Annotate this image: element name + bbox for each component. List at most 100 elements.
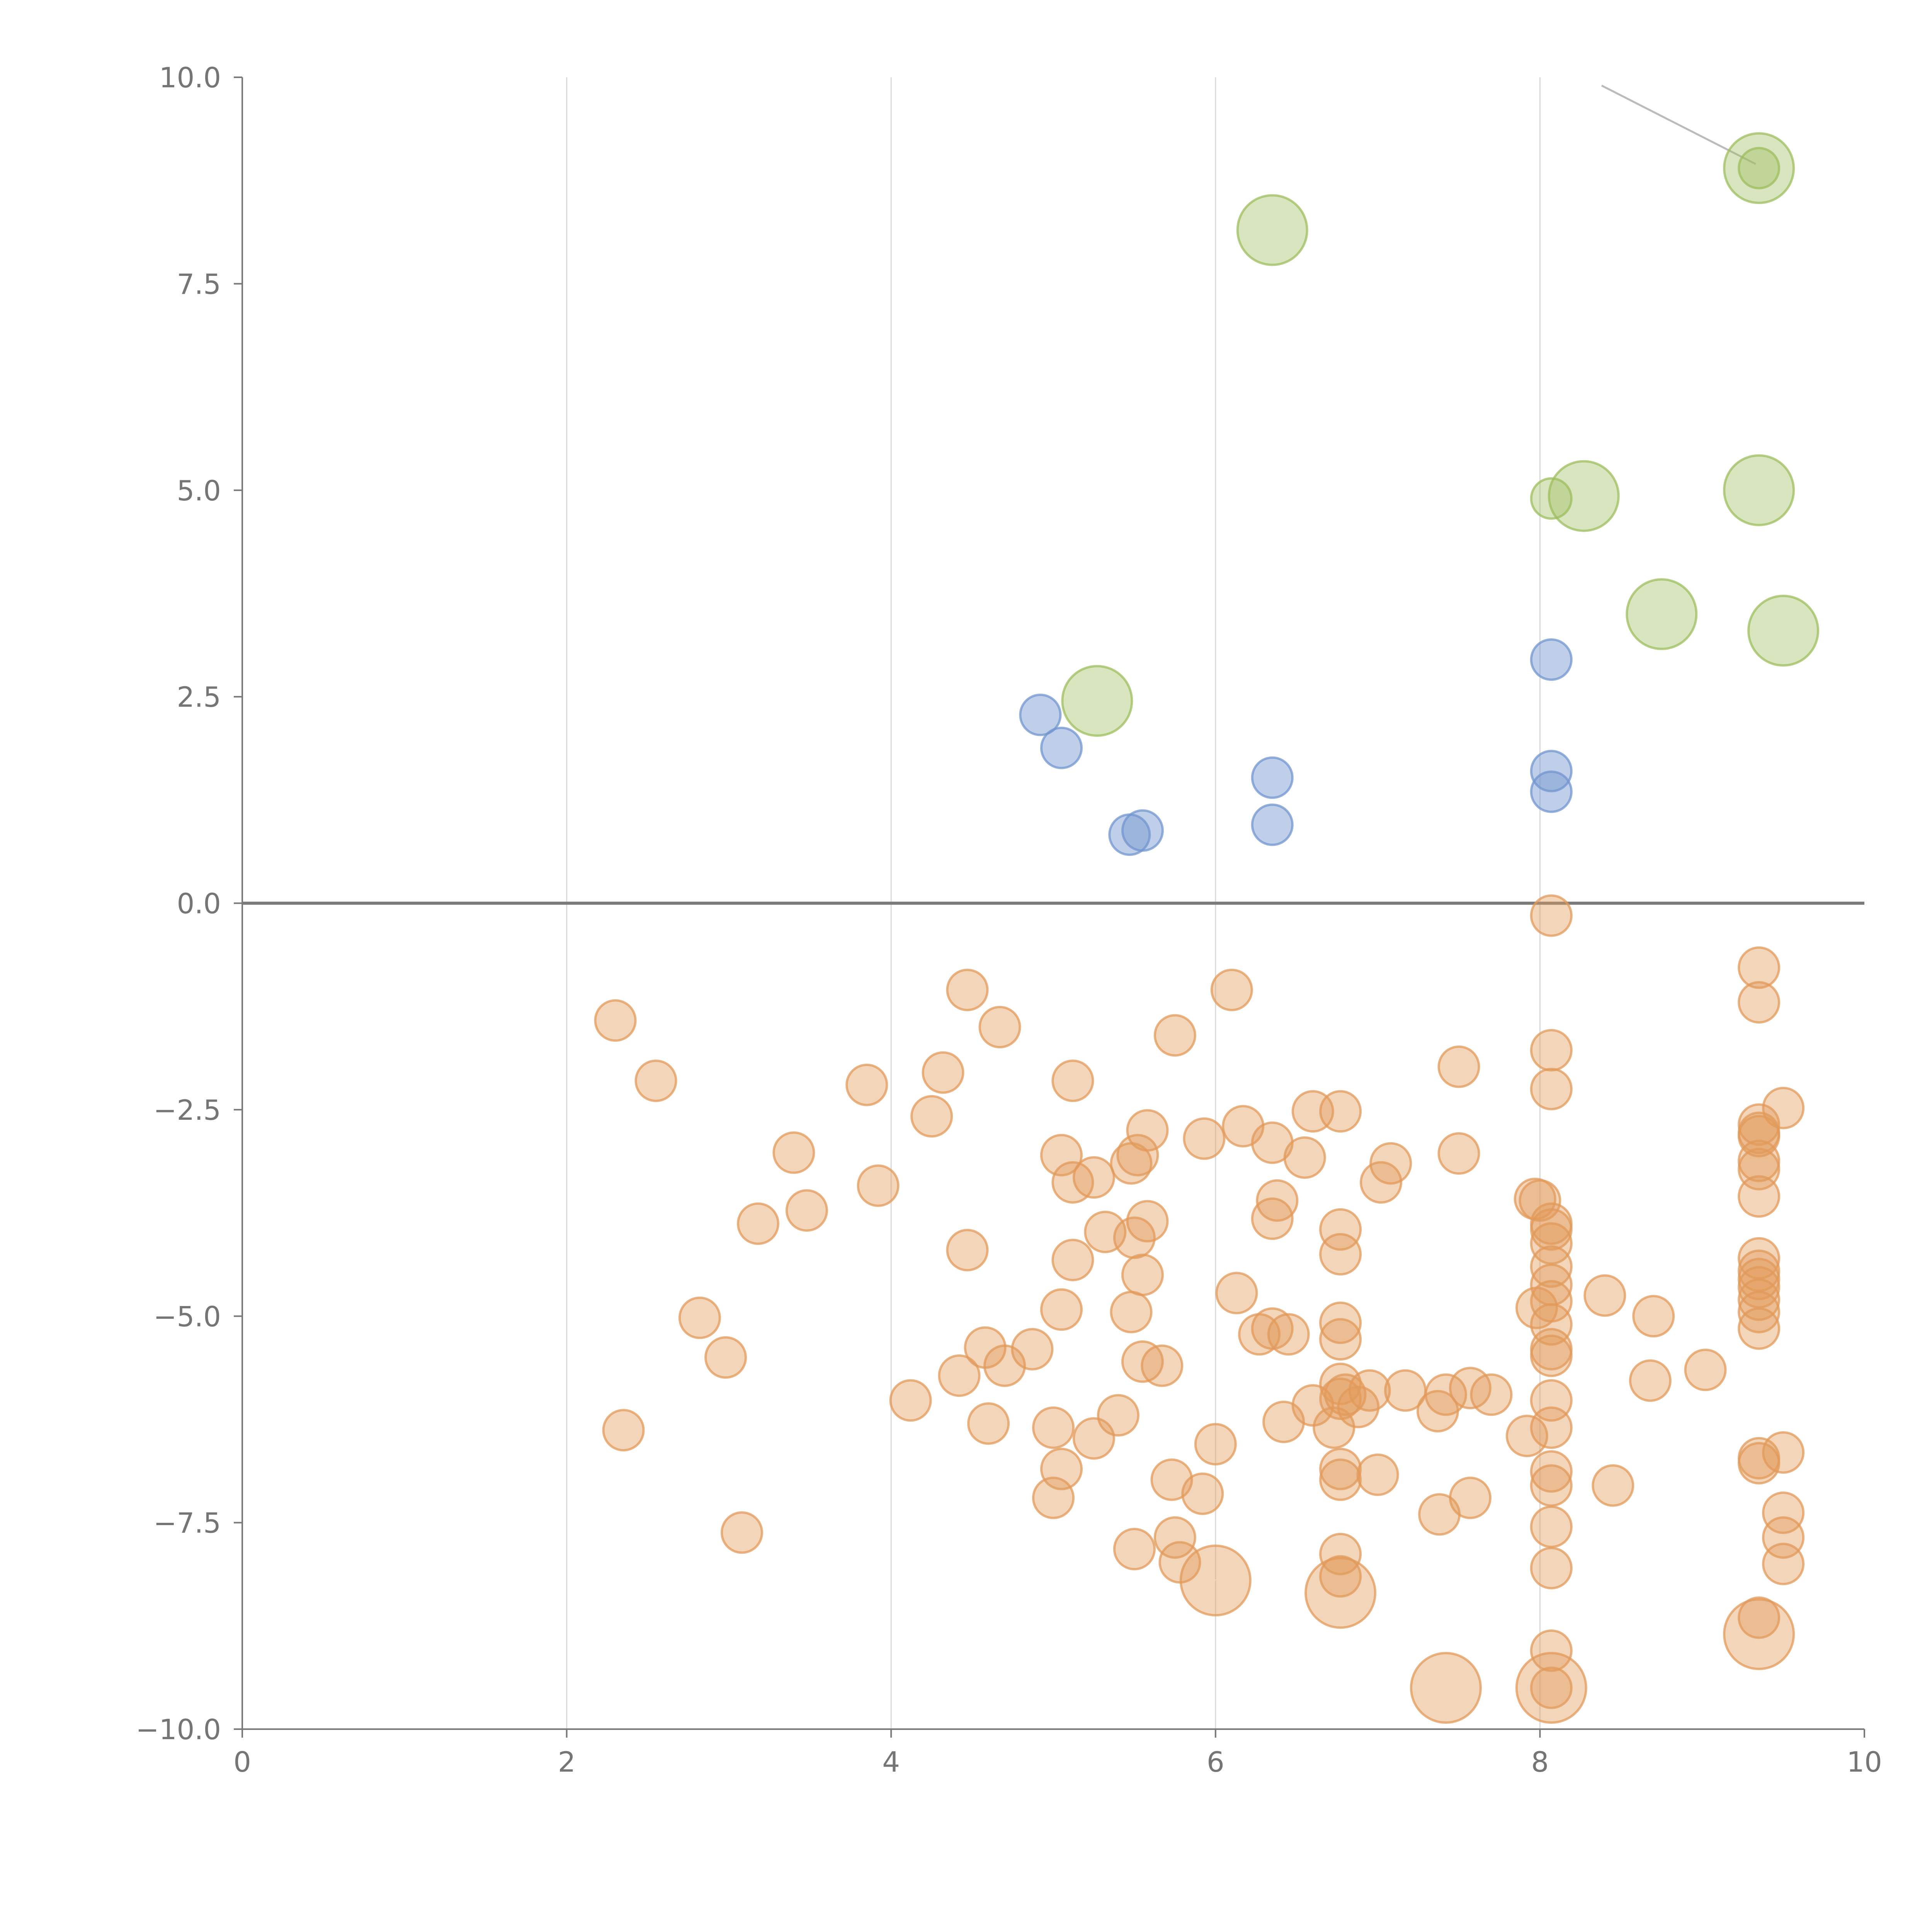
y-tick-label: −2.5 — [153, 1094, 221, 1126]
label-leader-line — [1097, 683, 1127, 702]
bubble — [845, 1063, 888, 1106]
bubble — [857, 1164, 900, 1207]
bubble — [1251, 803, 1294, 846]
bubble — [1110, 1291, 1153, 1333]
bubble — [1762, 1087, 1805, 1129]
bubble — [1723, 454, 1795, 526]
bubble — [1592, 1464, 1634, 1507]
bubble — [1723, 1598, 1795, 1670]
bubble — [1121, 809, 1164, 852]
bubble — [720, 1511, 763, 1554]
y-tick-label: −5.0 — [153, 1300, 221, 1333]
bubble — [1530, 1208, 1573, 1251]
bubble — [1153, 1014, 1196, 1057]
bubble — [1632, 1295, 1675, 1338]
bubble — [1515, 1652, 1587, 1724]
bubble — [1040, 726, 1083, 769]
bubble — [1011, 1328, 1054, 1371]
bubble — [1530, 1505, 1573, 1548]
bubble — [1319, 1233, 1362, 1276]
bubble — [1359, 1161, 1402, 1204]
bubble — [1116, 1134, 1159, 1177]
bubble — [1629, 1359, 1672, 1402]
bubble — [736, 1202, 779, 1245]
bubble — [1051, 1161, 1094, 1204]
x-tick-label: 8 — [1531, 1746, 1549, 1778]
y-tick-label: 10.0 — [159, 61, 221, 94]
bubble — [1369, 1142, 1412, 1185]
bubble — [785, 1189, 828, 1232]
bubble — [1356, 1453, 1399, 1496]
bubble — [1040, 1134, 1083, 1177]
bubble — [1040, 1288, 1083, 1331]
bubble — [1319, 1090, 1362, 1133]
x-tick-label: 6 — [1207, 1746, 1225, 1778]
label-leader-line — [1551, 495, 1581, 500]
bubble — [1319, 1318, 1362, 1361]
bubble — [1530, 1667, 1573, 1709]
bubble — [1019, 694, 1062, 736]
bubble — [1530, 1068, 1573, 1111]
bubble — [704, 1336, 747, 1379]
bubble — [1530, 1029, 1573, 1071]
bubble — [1304, 1557, 1377, 1629]
bubble — [1319, 1208, 1362, 1251]
bubble — [1126, 1109, 1169, 1152]
bubble — [1684, 1349, 1727, 1391]
bubble — [1319, 1301, 1362, 1344]
bubble — [1530, 1464, 1573, 1507]
bubble — [772, 1131, 815, 1174]
y-tick-label: 0.0 — [177, 888, 221, 920]
bubble — [1236, 194, 1308, 266]
bubble — [1194, 1423, 1237, 1466]
bubble — [1530, 894, 1573, 937]
bubble — [1626, 578, 1698, 650]
axes: 0 2 4 6 8 10 10.0 7.5 5.0 2.5 0.0 −2.5 −5.0 −7.5 −10.0 — [136, 61, 1882, 1778]
bubble — [1126, 1200, 1169, 1243]
y-tick-label: 2.5 — [177, 681, 221, 713]
y-tick-label: 5.0 — [177, 474, 221, 507]
bubble — [594, 999, 637, 1042]
bubble — [1097, 1394, 1139, 1437]
bubble — [1738, 1442, 1781, 1485]
bubble — [1141, 1344, 1184, 1387]
bubble — [1319, 1555, 1362, 1598]
bubble — [946, 968, 989, 1011]
bubble — [1051, 1060, 1094, 1102]
bubble — [1738, 1596, 1781, 1639]
bubble — [1530, 1450, 1573, 1493]
bubble — [1738, 1278, 1781, 1321]
bubble — [1738, 1175, 1781, 1218]
bubble — [1181, 1472, 1224, 1515]
bubble — [1032, 1406, 1075, 1449]
bubble — [1747, 595, 1820, 667]
bubble — [946, 1229, 989, 1272]
bubble — [1267, 1313, 1310, 1356]
bubble — [1470, 1373, 1513, 1416]
bubble — [1319, 1532, 1362, 1575]
bubble — [1530, 770, 1573, 813]
y-tick-label: −7.5 — [153, 1507, 221, 1539]
bubble — [978, 1006, 1021, 1049]
bubble — [1530, 1280, 1573, 1323]
bubble — [1113, 1528, 1156, 1571]
bubble — [1530, 638, 1573, 681]
bubble — [1319, 1458, 1362, 1501]
bubble — [983, 1344, 1026, 1387]
bubble — [1738, 1291, 1781, 1333]
y-tick-label: 7.5 — [177, 268, 221, 300]
bubble — [1251, 1307, 1294, 1350]
bubble — [1738, 1307, 1781, 1350]
bubble — [1723, 132, 1795, 204]
bubble — [1519, 1179, 1561, 1222]
bubble — [1530, 1245, 1573, 1288]
bubble — [1437, 1132, 1480, 1175]
bubble — [602, 1409, 645, 1452]
bubble — [1762, 1543, 1805, 1585]
bubble — [1530, 1406, 1573, 1449]
bubble — [1251, 1197, 1294, 1240]
y-tick-label: −10.0 — [136, 1713, 221, 1746]
bubble — [922, 1051, 964, 1094]
bubble — [634, 1060, 677, 1102]
